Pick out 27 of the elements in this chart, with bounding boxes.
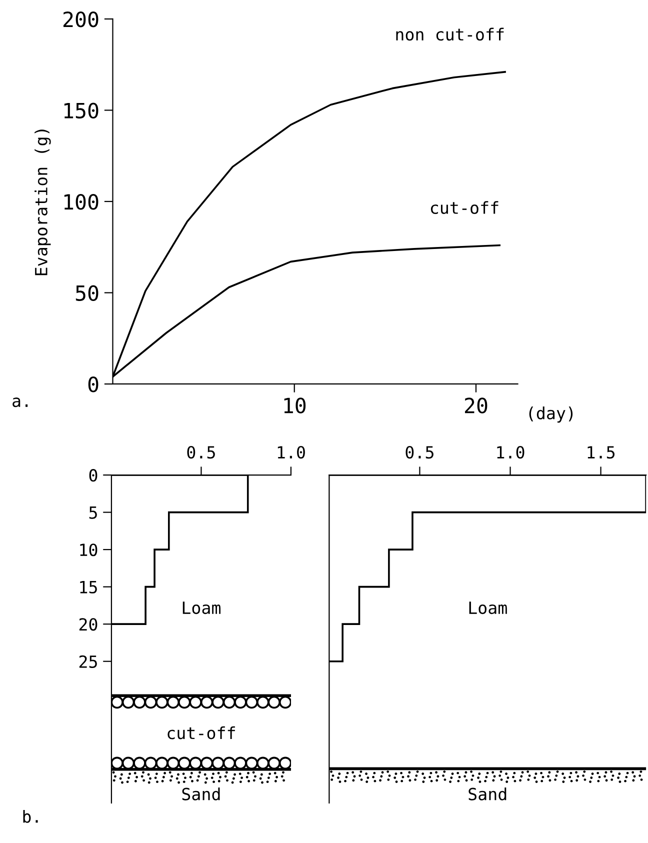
y-tick-label: 50 — [76, 285, 98, 301]
y-tick-label: 100 — [64, 194, 98, 210]
y-axis-title: Evaporation (g) — [34, 130, 51, 276]
annotation: Loam — [182, 602, 220, 614]
x-tick-label: 0.5 — [187, 446, 215, 459]
text: b. — [23, 810, 38, 823]
x-tick-label: 1.5 — [588, 446, 615, 459]
y-tick-label: 0 — [88, 376, 98, 392]
x-tick-label: 0.5 — [406, 446, 434, 459]
y-tick-label: 15 — [80, 581, 97, 594]
series-label: non cut-off — [396, 28, 504, 41]
x-tick-label: 1.0 — [497, 446, 524, 459]
annotation: Loam — [469, 602, 507, 614]
annotation: Sand — [182, 787, 220, 800]
annotation: cut-off — [168, 726, 235, 740]
y-tick-label: 200 — [63, 11, 98, 28]
x-axis-title: (day) — [529, 406, 573, 423]
text: a. — [12, 398, 28, 408]
y-tick-label: 20 — [79, 618, 98, 631]
y-tick-label: 10 — [80, 544, 98, 556]
annotation: Sand — [468, 787, 506, 800]
x-tick-label: 1.0 — [278, 446, 305, 459]
y-tick-label: 150 — [64, 102, 98, 118]
y-tick-label: 0 — [89, 469, 98, 482]
series-label: cut-off — [430, 201, 498, 214]
y-tick-label: 5 — [89, 506, 97, 519]
y-tick-label: 25 — [79, 655, 97, 668]
